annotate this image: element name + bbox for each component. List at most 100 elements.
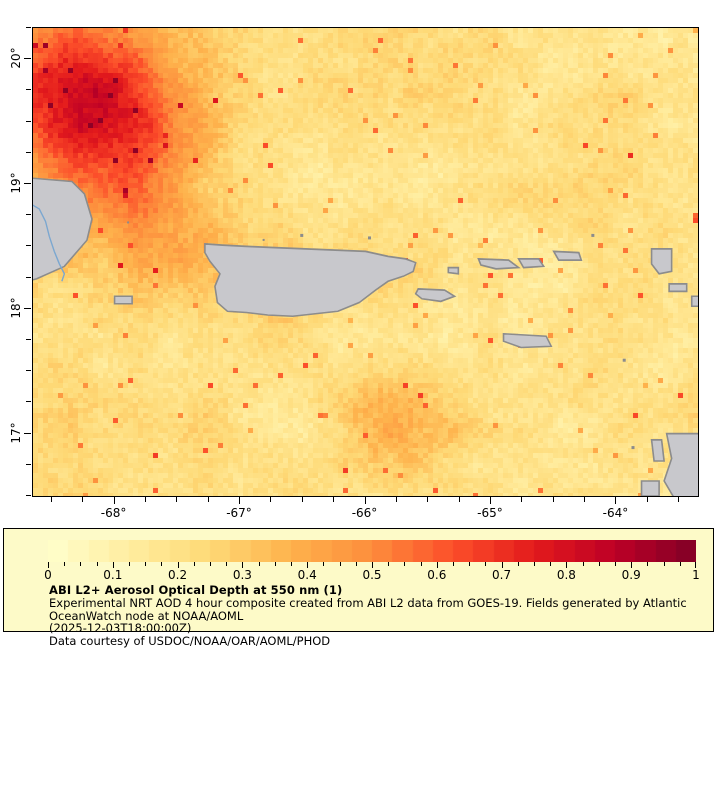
y-tick-label: 17° xyxy=(9,421,23,444)
x-tick xyxy=(615,497,616,504)
legend-timestamp: (2025-12-03T18:00:00Z) xyxy=(49,621,192,635)
y-tick xyxy=(26,464,31,465)
colorbar-tick xyxy=(242,562,243,568)
x-tick xyxy=(176,497,177,502)
legend-description-line-2: OceanWatch node at NOAA/AOML xyxy=(49,608,244,623)
y-tick-label: 20° xyxy=(9,47,23,69)
legend-credit: Data courtesy of USDOC/NOAA/OAR/AOML/PHO… xyxy=(49,633,331,648)
x-tick xyxy=(239,497,240,504)
y-tick-label: 18° xyxy=(9,297,23,319)
y-tick xyxy=(24,308,31,309)
colorbar-tick-label: 0.3 xyxy=(232,568,252,582)
colorbar-tick xyxy=(113,562,114,568)
colorbar-tick xyxy=(388,562,389,566)
aod-heatmap-canvas[interactable] xyxy=(33,28,698,496)
colorbar-tick xyxy=(453,562,454,566)
y-tick xyxy=(26,214,31,215)
x-tick xyxy=(459,497,460,502)
x-tick xyxy=(302,497,303,502)
x-tick-label: -68° xyxy=(100,506,127,520)
colorbar-tick xyxy=(259,562,260,566)
colorbar-tick xyxy=(356,562,357,566)
y-tick xyxy=(26,152,31,153)
colorbar-tick xyxy=(583,562,584,566)
colorbar-tick xyxy=(599,562,600,566)
x-tick xyxy=(145,497,146,502)
colorbar-tick xyxy=(178,562,179,568)
x-tick xyxy=(647,497,648,502)
x-tick-label: -67° xyxy=(226,506,252,520)
colorbar-tick xyxy=(518,562,519,566)
colorbar-tick xyxy=(194,562,195,566)
colorbar-tick xyxy=(404,562,405,566)
x-tick xyxy=(396,497,397,502)
colorbar-tick xyxy=(48,562,49,568)
y-tick xyxy=(24,183,31,184)
y-tick xyxy=(26,121,31,122)
y-tick xyxy=(26,27,31,28)
x-tick xyxy=(365,497,366,504)
y-tick xyxy=(26,89,31,90)
y-tick xyxy=(24,58,31,59)
x-tick xyxy=(82,497,83,502)
y-tick xyxy=(26,277,31,278)
legend-text-block: ABI L2+ Aerosol Optical Depth at 550 nm … xyxy=(49,584,704,647)
colorbar-tick xyxy=(323,562,324,566)
colorbar[interactable] xyxy=(48,540,696,562)
colorbar-tick xyxy=(64,562,65,566)
colorbar-tick-label: 0.1 xyxy=(103,568,123,582)
colorbar-tick xyxy=(307,562,308,568)
colorbar-tick-label: 0 xyxy=(44,568,52,582)
colorbar-tick xyxy=(421,562,422,566)
colorbar-tick xyxy=(680,562,681,566)
colorbar-tick-label: 0.9 xyxy=(621,568,641,582)
colorbar-tick xyxy=(534,562,535,566)
colorbar-tick-label: 0.7 xyxy=(492,568,512,582)
x-tick xyxy=(678,497,679,502)
legend-description-line-1: Experimental NRT AOD 4 hour composite cr… xyxy=(49,596,687,610)
colorbar-tick xyxy=(161,562,162,566)
colorbar-tick xyxy=(550,562,551,566)
colorbar-tick xyxy=(469,562,470,566)
x-tick xyxy=(208,497,209,502)
y-tick xyxy=(26,370,31,371)
x-tick xyxy=(51,497,52,502)
x-tick xyxy=(521,497,522,502)
x-tick xyxy=(333,497,334,502)
x-tick xyxy=(490,497,491,504)
y-tick-label: 19° xyxy=(9,172,23,194)
colorbar-tick xyxy=(615,562,616,566)
colorbar-tick xyxy=(485,562,486,566)
colorbar-tick-label: 0.2 xyxy=(168,568,188,582)
x-tick xyxy=(270,497,271,502)
y-tick xyxy=(26,401,31,402)
colorbar-tick xyxy=(647,562,648,566)
colorbar-tick-label: 1 xyxy=(692,568,700,582)
colorbar-tick xyxy=(664,562,665,566)
colorbar-tick xyxy=(372,562,373,568)
colorbar-tick xyxy=(437,562,438,568)
y-tick xyxy=(26,339,31,340)
y-tick xyxy=(26,495,31,496)
legend-title: ABI L2+ Aerosol Optical Depth at 550 nm … xyxy=(49,583,343,597)
x-tick-label: -65° xyxy=(477,506,503,520)
colorbar-tick xyxy=(226,562,227,566)
colorbar-tick-label: 0.4 xyxy=(297,568,317,582)
colorbar-tick xyxy=(97,562,98,566)
colorbar-tick xyxy=(145,562,146,566)
colorbar-tick-label: 0.5 xyxy=(362,568,382,582)
colorbar-tick xyxy=(340,562,341,566)
legend-box: 0 0.1 0.2 0.3 0.4 0.5 0.6 0.7 0.8 0.9 1 ABI L2+ Ae… xyxy=(3,528,714,647)
colorbar-tick xyxy=(695,562,696,568)
x-tick xyxy=(427,497,428,502)
x-tick-label: -66° xyxy=(351,506,378,520)
colorbar-tick xyxy=(129,562,130,566)
y-tick xyxy=(24,433,31,434)
colorbar-tick-label: 0.6 xyxy=(427,568,447,582)
colorbar-tick xyxy=(631,562,632,568)
map-panel[interactable] xyxy=(32,27,699,497)
x-tick xyxy=(584,497,585,502)
colorbar-tick xyxy=(566,562,567,568)
colorbar-tick xyxy=(291,562,292,566)
